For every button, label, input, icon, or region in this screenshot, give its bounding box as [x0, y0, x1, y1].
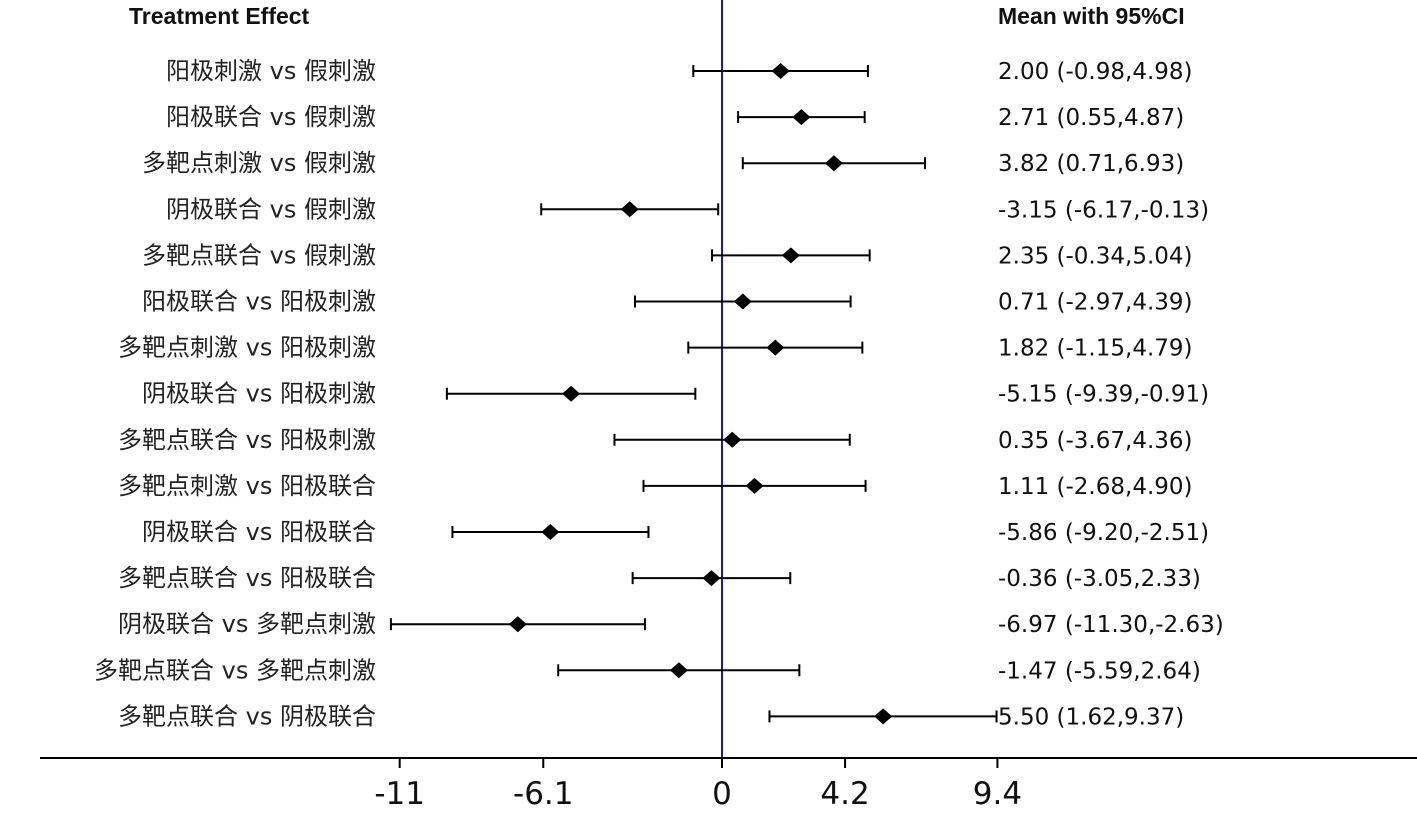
forest-row: 多靶点联合 vs 阴极联合 5.50 (1.62,9.37): [118, 702, 1184, 730]
forest-row: 多靶点联合 vs 多靶点刺激 -1.47 (-5.59,2.64): [94, 656, 1201, 684]
row-label: 多靶点刺激 vs 阳极刺激: [118, 334, 376, 362]
x-tick-label: -6.1: [513, 776, 574, 812]
ci-data-label: 1.82 (-1.15,4.79): [998, 336, 1193, 362]
row-label: 多靶点联合 vs 假刺激: [142, 241, 376, 269]
ci-data-label: 3.82 (0.71,6.93): [998, 151, 1184, 177]
mean-diamond-point: [771, 63, 790, 79]
mean-diamond-point: [745, 477, 764, 494]
mean-diamond-point: [723, 431, 742, 448]
mean-diamond-point: [792, 109, 811, 126]
mean-diamond-point: [562, 385, 581, 402]
row-label: 多靶点刺激 vs 假刺激: [142, 149, 376, 177]
forest-row: 多靶点联合 vs 阳极联合 -0.36 (-3.05,2.33): [118, 564, 1201, 592]
ci-data-label: -0.36 (-3.05,2.33): [998, 566, 1201, 592]
ci-data-label: -1.47 (-5.59,2.64): [998, 658, 1201, 684]
x-tick-label: 4.2: [820, 776, 869, 812]
mean-diamond-point: [669, 662, 688, 679]
row-label: 多靶点联合 vs 阳极联合: [118, 564, 376, 592]
ci-data-label: -5.15 (-9.39,-0.91): [998, 382, 1209, 408]
forest-row: 阳极刺激 vs 假刺激 2.00 (-0.98,4.98): [166, 57, 1192, 85]
forest-row: 阴极联合 vs 阳极刺激 -5.15 (-9.39,-0.91): [142, 380, 1209, 408]
ci-data-label: 0.35 (-3.67,4.36): [998, 428, 1193, 454]
ci-data-label: 2.35 (-0.34,5.04): [998, 243, 1193, 269]
forest-row: 阴极联合 vs 假刺激 -3.15 (-6.17,-0.13): [166, 195, 1209, 223]
forest-row: 多靶点联合 vs 假刺激 2.35 (-0.34,5.04): [142, 241, 1192, 269]
forest-row: 阴极联合 vs 阳极联合 -5.86 (-9.20,-2.51): [142, 518, 1209, 546]
forest-row: 多靶点刺激 vs 阳极联合 1.11 (-2.68,4.90): [118, 472, 1192, 500]
forest-row: 多靶点刺激 vs 阳极刺激 1.82 (-1.15,4.79): [118, 334, 1192, 362]
row-label: 阳极联合 vs 假刺激: [166, 103, 376, 131]
forest-row: 阴极联合 vs 多靶点刺激 -6.97 (-11.30,-2.63): [118, 610, 1224, 638]
mean-diamond-point: [874, 708, 893, 725]
x-tick-label: 9.4: [973, 776, 1022, 812]
row-label: 阳极联合 vs 阳极刺激: [142, 288, 376, 316]
ci-data-label: 0.71 (-2.97,4.39): [998, 290, 1193, 316]
row-label: 阴极联合 vs 阳极联合: [142, 518, 376, 546]
row-label: 阴极联合 vs 阳极刺激: [142, 380, 376, 408]
mean-diamond-point: [766, 339, 785, 356]
mean-diamond-point: [781, 247, 800, 264]
x-tick-label: 0: [712, 776, 732, 812]
mean-diamond-point: [541, 524, 560, 540]
row-label: 多靶点联合 vs 阳极刺激: [118, 426, 376, 454]
row-label: 阳极刺激 vs 假刺激: [166, 57, 376, 85]
row-label: 多靶点联合 vs 阴极联合: [118, 702, 376, 730]
mean-diamond-point: [620, 201, 639, 218]
mean-diamond-point: [702, 570, 721, 587]
forest-row: 多靶点联合 vs 阳极刺激 0.35 (-3.67,4.36): [118, 426, 1192, 454]
forest-row: 阳极联合 vs 假刺激 2.71 (0.55,4.87): [166, 103, 1184, 131]
ci-data-label: 2.00 (-0.98,4.98): [998, 59, 1193, 85]
x-tick-label: -11: [374, 776, 425, 812]
ci-data-label: 1.11 (-2.68,4.90): [998, 474, 1193, 500]
ci-data-label: -3.15 (-6.17,-0.13): [998, 197, 1209, 223]
ci-data-label: 5.50 (1.62,9.37): [998, 704, 1184, 730]
ci-data-label: -5.86 (-9.20,-2.51): [998, 520, 1209, 546]
row-label: 多靶点联合 vs 多靶点刺激: [94, 656, 376, 684]
forest-row: 阳极联合 vs 阳极刺激 0.71 (-2.97,4.39): [142, 288, 1192, 316]
row-label: 多靶点刺激 vs 阳极联合: [118, 472, 376, 500]
header-mean-ci: Mean with 95%CI: [998, 3, 1185, 29]
mean-diamond-point: [733, 293, 752, 310]
ci-data-label: 2.71 (0.55,4.87): [998, 105, 1184, 131]
mean-diamond-point: [824, 155, 843, 172]
header-treatment-effect: Treatment Effect: [129, 3, 310, 29]
ci-data-label: -6.97 (-11.30,-2.63): [998, 612, 1224, 638]
forest-row: 多靶点刺激 vs 假刺激 3.82 (0.71,6.93): [142, 149, 1184, 177]
row-label: 阴极联合 vs 多靶点刺激: [118, 610, 376, 638]
row-label: 阴极联合 vs 假刺激: [166, 195, 376, 223]
mean-diamond-point: [508, 616, 527, 633]
